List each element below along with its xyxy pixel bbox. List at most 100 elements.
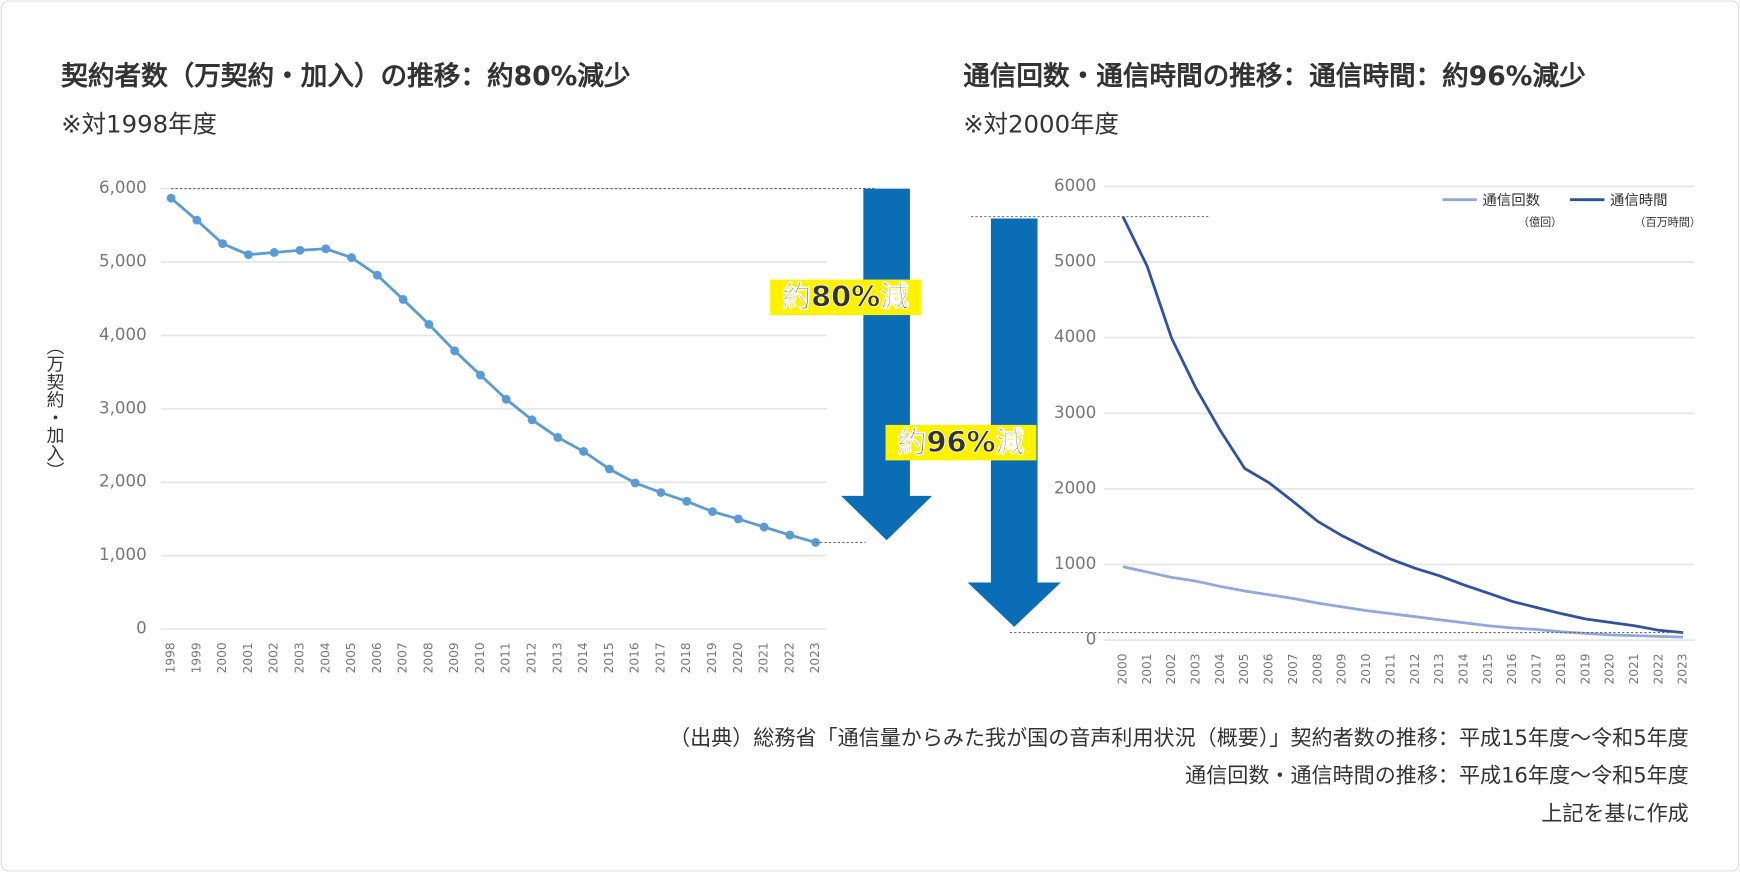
- x-tick-label: 2022: [1651, 653, 1665, 684]
- data-line: [1122, 565, 1684, 639]
- source-note: 上記を基に作成: [1541, 800, 1688, 825]
- x-tick-label: 2016: [1505, 653, 1519, 684]
- x-tick-label: 2006: [370, 642, 384, 673]
- data-point: [759, 522, 769, 532]
- x-tick-label: 1999: [189, 642, 203, 673]
- data-point: [243, 250, 253, 260]
- x-tick-label: 2012: [525, 642, 539, 673]
- x-tick-label: 2021: [757, 642, 771, 673]
- data-point: [321, 244, 331, 254]
- data-line: [1121, 216, 1684, 634]
- data-point: [269, 248, 279, 257]
- y-tick-label: 5,000: [99, 252, 147, 271]
- annotation: 約96%減: [898, 425, 1025, 459]
- x-tick-label: 2013: [550, 642, 564, 673]
- x-tick-label: 2018: [1554, 653, 1568, 684]
- x-tick-label: 2003: [292, 642, 306, 673]
- data-point: [604, 464, 614, 474]
- x-tick-label: 2023: [808, 642, 822, 673]
- legend-unit: （億回）: [1518, 216, 1562, 229]
- x-tick-label: 2008: [421, 642, 435, 673]
- source-note: 通信回数・通信時間の推移：平成16年度～令和5年度: [1185, 763, 1689, 788]
- y-tick-label: 1000: [1054, 554, 1096, 573]
- annotation: 約80%減: [782, 279, 909, 313]
- x-tick-label: 2020: [731, 642, 745, 673]
- x-tick-label: 2010: [473, 642, 487, 673]
- x-tick-label: 2019: [1578, 653, 1592, 684]
- x-tick-label: 2011: [1383, 653, 1397, 684]
- data-point: [733, 514, 743, 524]
- x-tick-label: 2021: [1627, 653, 1641, 684]
- x-tick-label: 2015: [602, 642, 616, 673]
- x-tick-label: 2007: [396, 642, 410, 673]
- y-tick-label: 6,000: [99, 178, 147, 197]
- x-tick-label: 2001: [1140, 653, 1154, 684]
- data-point: [527, 415, 537, 425]
- x-tick-label: 2019: [705, 642, 719, 673]
- x-tick-label: 2010: [1359, 653, 1373, 684]
- y-tick-label: 3,000: [99, 398, 147, 417]
- x-tick-label: 2023: [1676, 653, 1690, 684]
- data-point: [372, 270, 382, 280]
- data-point: [192, 215, 202, 225]
- data-point: [424, 319, 434, 329]
- x-tick-label: 2016: [628, 642, 642, 673]
- x-tick-label: 2000: [1115, 653, 1129, 684]
- x-tick-label: 2011: [499, 642, 513, 673]
- arrow: [967, 218, 1061, 627]
- data-point: [398, 295, 408, 304]
- x-tick-label: 2018: [679, 642, 693, 673]
- annotation-bg: [770, 279, 922, 316]
- data-point: [166, 193, 176, 203]
- data-point: [347, 253, 356, 263]
- data-point: [656, 488, 666, 497]
- x-tick-label: 2017: [653, 642, 667, 673]
- x-tick-label: 2009: [447, 642, 461, 673]
- x-tick-label: 2009: [1335, 653, 1349, 684]
- data-point: [501, 394, 511, 404]
- y-tick-label: 1,000: [99, 545, 147, 564]
- data-point: [708, 507, 717, 517]
- x-tick-label: 2004: [1213, 653, 1227, 684]
- x-tick-label: 2007: [1286, 653, 1300, 684]
- x-tick-label: 2020: [1603, 653, 1617, 684]
- data-point: [553, 433, 563, 442]
- data-point: [295, 245, 305, 255]
- legend-unit: （百万時間）: [1634, 216, 1700, 229]
- data-point: [450, 346, 460, 356]
- x-tick-label: 2017: [1530, 653, 1544, 684]
- data-point: [785, 530, 795, 540]
- annotation-bg: [885, 424, 1037, 461]
- legend-label: 通信時間: [1610, 192, 1668, 209]
- x-tick-label: 2022: [782, 642, 796, 673]
- data-point: [630, 478, 640, 488]
- chart-title: 契約者数（万契約・加入）の推移：約80%減少: [61, 61, 630, 92]
- source-note: （出典）総務省「通信量からみた我が国の音声利用状況（概要）」契約者数の推移：平成…: [669, 725, 1689, 750]
- x-tick-label: 2001: [241, 642, 255, 673]
- x-tick-label: 2008: [1310, 653, 1324, 684]
- x-tick-label: 2000: [215, 642, 229, 673]
- y-tick-label: 3000: [1054, 403, 1096, 422]
- y-tick-label: 6000: [1054, 176, 1096, 195]
- x-tick-label: 2012: [1408, 653, 1422, 684]
- x-tick-label: 2006: [1262, 653, 1276, 684]
- y-axis-label: （万契約・加入）: [43, 337, 64, 479]
- x-tick-label: 2015: [1481, 653, 1495, 684]
- x-tick-label: 2005: [344, 642, 358, 673]
- y-tick-label: 0: [136, 619, 147, 638]
- y-tick-label: 4,000: [99, 325, 147, 344]
- data-point: [682, 496, 692, 506]
- x-tick-label: 2013: [1432, 653, 1446, 684]
- chart-title: 通信回数・通信時間の推移：通信時間：約96%減少: [963, 61, 1586, 92]
- y-tick-label: 2000: [1054, 478, 1096, 497]
- y-tick-label: 5000: [1054, 252, 1096, 271]
- x-tick-label: 2003: [1189, 653, 1203, 684]
- legend-label: 通信回数: [1482, 192, 1540, 209]
- data-point: [218, 239, 228, 249]
- data-point: [476, 370, 485, 380]
- x-tick-label: 1998: [164, 642, 178, 673]
- chart-subtitle: ※対1998年度: [61, 109, 217, 138]
- x-tick-label: 2002: [267, 642, 281, 673]
- x-tick-label: 2014: [1456, 653, 1470, 684]
